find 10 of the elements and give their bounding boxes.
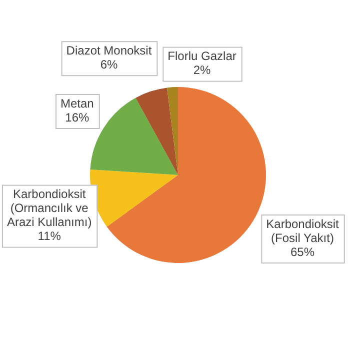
data-label: 6% [100,57,118,72]
slice-label: Diazot Monoksit [66,43,152,58]
slice-label: Karbondioksit (Fosil Yakıt) [266,216,340,245]
data-label: 16% [65,110,90,124]
data-label: 2% [193,63,212,78]
data-label: 65% [290,244,315,259]
slice-label: Karbondioksit (Ormancılık ve Arazi Kullanımı) [6,187,92,230]
data-label: 11% [38,229,62,244]
slice-label: Metan [60,96,94,110]
slice-label: Florlu Gazlar [168,49,236,64]
